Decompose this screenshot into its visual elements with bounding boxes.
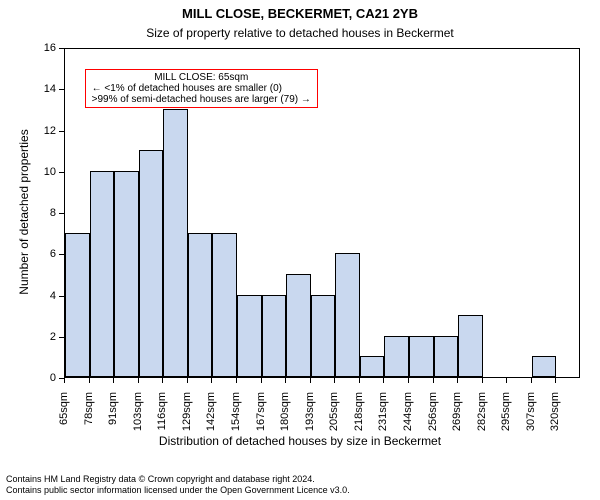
x-tick-label: 103sqm bbox=[132, 392, 144, 492]
x-tick-label: 320sqm bbox=[549, 392, 561, 492]
histogram-bar bbox=[384, 336, 409, 377]
histogram-bar bbox=[90, 171, 115, 377]
x-tick-mark bbox=[285, 378, 286, 383]
y-tick-label: 6 bbox=[0, 248, 56, 260]
y-tick-mark bbox=[59, 337, 64, 338]
x-tick-mark bbox=[113, 378, 114, 383]
y-tick-label: 2 bbox=[0, 331, 56, 343]
y-tick-mark bbox=[59, 296, 64, 297]
y-tick-mark bbox=[59, 213, 64, 214]
histogram-bar bbox=[532, 356, 557, 377]
x-tick-label: 231sqm bbox=[377, 392, 389, 492]
chart-container: MILL CLOSE, BECKERMET, CA21 2YB Size of … bbox=[0, 0, 600, 500]
histogram-bar bbox=[311, 295, 336, 378]
info-box-line: ← <1% of detached houses are smaller (0) bbox=[92, 83, 311, 94]
y-tick-label: 8 bbox=[0, 207, 56, 219]
x-tick-mark bbox=[162, 378, 163, 383]
histogram-bar bbox=[458, 315, 483, 377]
x-tick-label: 295sqm bbox=[500, 392, 512, 492]
x-tick-mark bbox=[187, 378, 188, 383]
x-tick-label: 116sqm bbox=[156, 392, 168, 492]
x-tick-label: 154sqm bbox=[230, 392, 242, 492]
chart-title: MILL CLOSE, BECKERMET, CA21 2YB bbox=[0, 6, 600, 21]
info-box-line: MILL CLOSE: 65sqm bbox=[92, 72, 311, 83]
x-tick-mark bbox=[334, 378, 335, 383]
x-tick-mark bbox=[383, 378, 384, 383]
histogram-bar bbox=[237, 295, 262, 378]
x-tick-label: 282sqm bbox=[476, 392, 488, 492]
histogram-bar bbox=[188, 233, 213, 377]
x-tick-label: 218sqm bbox=[353, 392, 365, 492]
x-tick-label: 269sqm bbox=[451, 392, 463, 492]
x-tick-label: 205sqm bbox=[328, 392, 340, 492]
y-tick-mark bbox=[59, 254, 64, 255]
histogram-bar bbox=[262, 295, 287, 378]
x-tick-label: 256sqm bbox=[427, 392, 439, 492]
y-tick-label: 10 bbox=[0, 166, 56, 178]
histogram-bar bbox=[65, 233, 90, 377]
histogram-bar bbox=[409, 336, 434, 377]
x-tick-mark bbox=[433, 378, 434, 383]
x-tick-label: 244sqm bbox=[402, 392, 414, 492]
histogram-bar bbox=[114, 171, 139, 377]
y-tick-mark bbox=[59, 48, 64, 49]
y-tick-mark bbox=[59, 172, 64, 173]
x-tick-label: 193sqm bbox=[304, 392, 316, 492]
histogram-bar bbox=[434, 336, 459, 377]
x-tick-label: 307sqm bbox=[525, 392, 537, 492]
y-tick-label: 12 bbox=[0, 125, 56, 137]
x-tick-mark bbox=[506, 378, 507, 383]
x-tick-mark bbox=[555, 378, 556, 383]
x-tick-mark bbox=[211, 378, 212, 383]
x-tick-mark bbox=[236, 378, 237, 383]
y-tick-label: 4 bbox=[0, 290, 56, 302]
x-tick-label: 78sqm bbox=[83, 392, 95, 492]
x-tick-mark bbox=[138, 378, 139, 383]
x-tick-mark bbox=[531, 378, 532, 383]
x-tick-mark bbox=[64, 378, 65, 383]
x-tick-mark bbox=[89, 378, 90, 383]
x-tick-label: 167sqm bbox=[255, 392, 267, 492]
histogram-bar bbox=[163, 109, 188, 377]
x-tick-label: 129sqm bbox=[181, 392, 193, 492]
x-tick-mark bbox=[359, 378, 360, 383]
histogram-bar bbox=[286, 274, 311, 377]
x-tick-mark bbox=[457, 378, 458, 383]
x-tick-label: 65sqm bbox=[58, 392, 70, 492]
histogram-bar bbox=[335, 253, 360, 377]
x-tick-label: 91sqm bbox=[107, 392, 119, 492]
x-tick-mark bbox=[261, 378, 262, 383]
y-tick-mark bbox=[59, 131, 64, 132]
y-tick-label: 0 bbox=[0, 372, 56, 384]
histogram-bar bbox=[139, 150, 164, 377]
y-tick-label: 14 bbox=[0, 83, 56, 95]
y-tick-mark bbox=[59, 89, 64, 90]
x-tick-mark bbox=[310, 378, 311, 383]
info-box: MILL CLOSE: 65sqm← <1% of detached house… bbox=[85, 69, 318, 108]
x-tick-label: 180sqm bbox=[279, 392, 291, 492]
info-box-line: >99% of semi-detached houses are larger … bbox=[92, 94, 311, 105]
x-tick-mark bbox=[408, 378, 409, 383]
y-tick-label: 16 bbox=[0, 42, 56, 54]
histogram-bar bbox=[360, 356, 385, 377]
histogram-bar bbox=[212, 233, 237, 377]
x-tick-mark bbox=[482, 378, 483, 383]
x-tick-label: 142sqm bbox=[205, 392, 217, 492]
chart-subtitle: Size of property relative to detached ho… bbox=[0, 26, 600, 40]
